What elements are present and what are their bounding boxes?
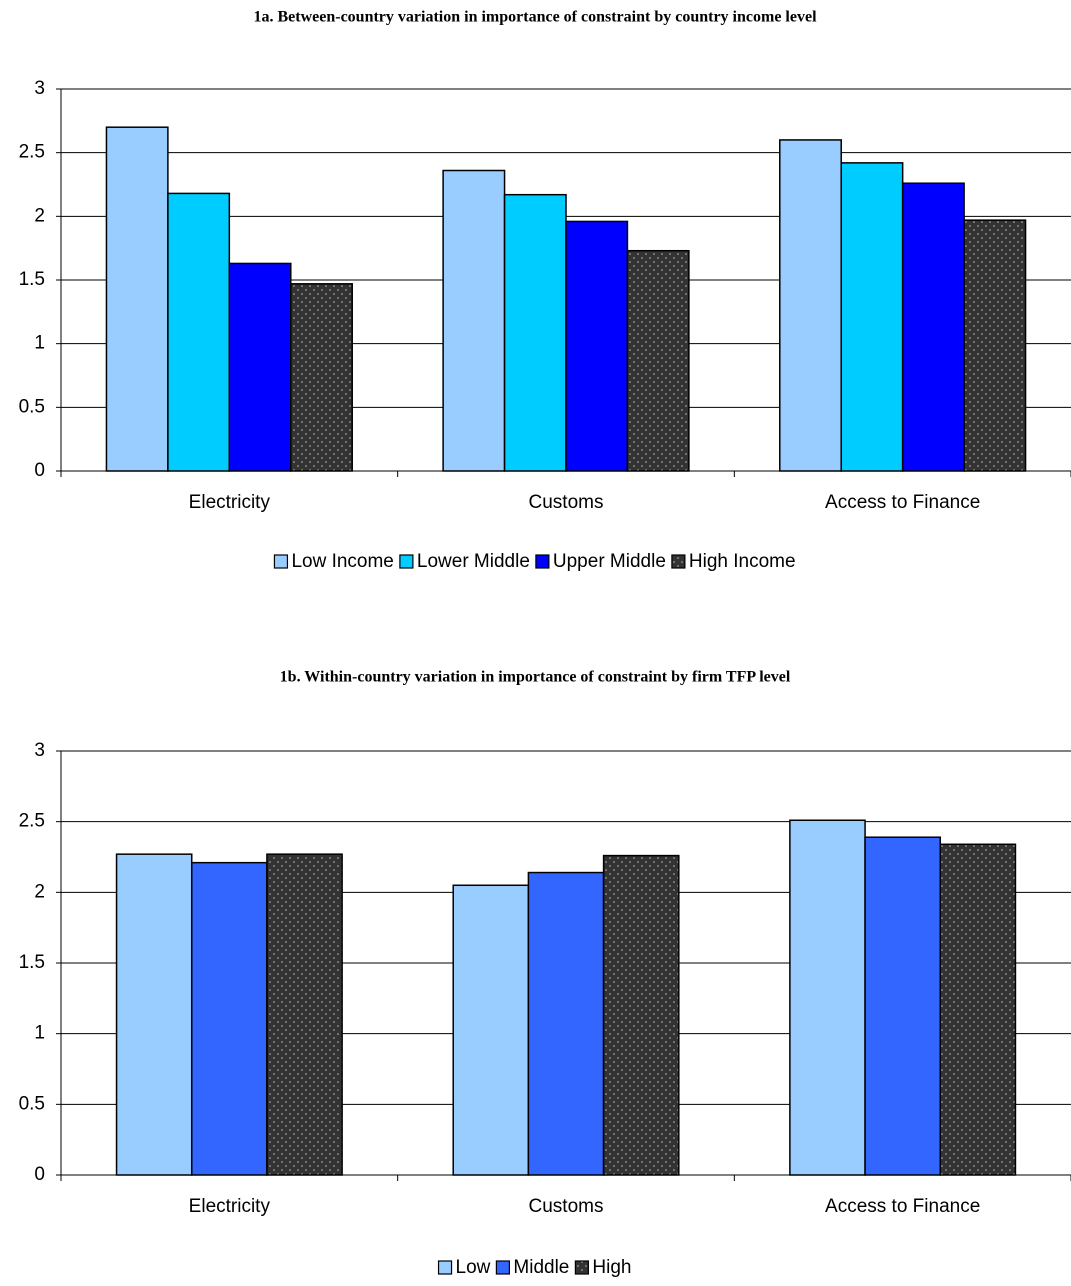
- legend-swatch: [535, 554, 550, 569]
- y-tick-label: 1: [34, 333, 45, 354]
- bar: [190, 861, 268, 1176]
- bar: [115, 853, 193, 1176]
- legend-label: Low Income: [291, 551, 393, 572]
- legend-label: Lower Middle: [417, 551, 530, 572]
- bar: [963, 219, 1027, 472]
- bar: [452, 884, 530, 1176]
- y-tick-label: 2: [34, 205, 45, 226]
- y-tick-label: 2.5: [19, 142, 45, 163]
- y-tick-label: 2.5: [19, 811, 45, 832]
- x-tick-label: Access to Finance: [825, 492, 980, 513]
- bar: [602, 854, 680, 1176]
- chart-title: 1b. Within-country variation in importan…: [280, 669, 791, 686]
- x-tick-label: Electricity: [189, 1196, 271, 1217]
- x-tick-label: Customs: [529, 492, 604, 513]
- bar: [626, 249, 690, 472]
- bar: [789, 819, 866, 1176]
- y-tick-label: 1: [34, 1023, 45, 1044]
- bar: [105, 126, 169, 472]
- bar: [864, 836, 942, 1176]
- legend-swatch: [399, 554, 414, 569]
- y-tick-label: 2: [34, 881, 45, 902]
- x-tick-label: Access to Finance: [825, 1196, 980, 1217]
- y-tick-label: 0.5: [19, 1093, 45, 1114]
- bar: [527, 871, 605, 1176]
- bar: [565, 220, 629, 472]
- bar: [442, 169, 506, 472]
- bar: [779, 139, 842, 472]
- bar: [266, 853, 343, 1176]
- legend-swatch: [671, 554, 686, 569]
- y-tick-label: 0: [34, 1164, 45, 1185]
- legend-label: High Income: [689, 551, 796, 572]
- legend-swatch: [574, 1260, 589, 1275]
- y-tick-label: 3: [34, 78, 45, 99]
- legend-swatch: [273, 554, 289, 569]
- x-tick-label: Customs: [529, 1196, 604, 1217]
- bar: [840, 162, 904, 472]
- legend-label: Upper Middle: [553, 551, 666, 572]
- bar: [167, 192, 231, 472]
- y-tick-label: 0: [34, 460, 45, 481]
- bar: [290, 283, 353, 472]
- chart-title: 1a. Between-country variation in importa…: [253, 9, 817, 26]
- legend-swatch: [437, 1260, 453, 1275]
- y-tick-label: 1.5: [19, 269, 45, 290]
- bar: [901, 182, 965, 472]
- bar: [939, 843, 1017, 1176]
- y-tick-label: 1.5: [19, 952, 45, 973]
- y-tick-label: 3: [34, 740, 45, 761]
- legend-label: Low: [456, 1257, 491, 1278]
- legend-swatch: [495, 1260, 510, 1275]
- bar: [228, 262, 292, 472]
- y-tick-label: 0.5: [19, 396, 45, 417]
- legend-label: Middle: [513, 1257, 569, 1278]
- legend-label: High: [592, 1257, 631, 1278]
- x-tick-label: Electricity: [189, 492, 271, 513]
- bar: [503, 193, 567, 472]
